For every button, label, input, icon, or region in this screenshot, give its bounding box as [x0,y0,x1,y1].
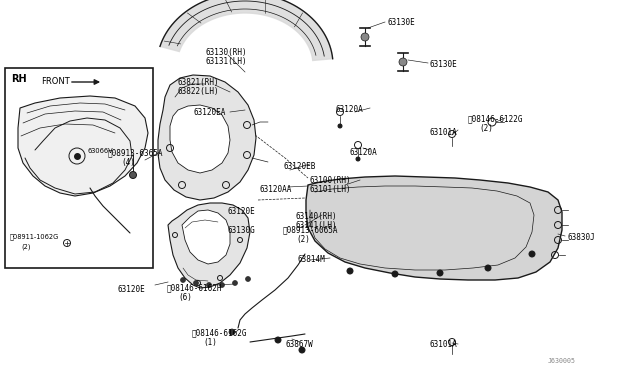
Text: Ⓑ08146-6122G: Ⓑ08146-6122G [468,114,524,123]
Polygon shape [158,75,256,200]
Circle shape [207,282,211,288]
Circle shape [275,337,281,343]
Text: 63141(LH): 63141(LH) [296,221,338,230]
Text: 63130E: 63130E [430,60,458,69]
Text: Ⓑ08146-6162G: Ⓑ08146-6162G [192,328,248,337]
Text: 63130G: 63130G [228,226,256,235]
Text: 63821(RH): 63821(RH) [178,78,220,87]
Circle shape [129,171,136,179]
Circle shape [399,58,407,66]
Polygon shape [306,176,562,280]
Text: (2): (2) [21,243,31,250]
Text: 63140(RH): 63140(RH) [296,212,338,221]
Text: 63120E: 63120E [228,207,256,216]
Polygon shape [170,105,230,173]
Text: 63120A: 63120A [335,105,363,114]
Text: 63830J: 63830J [568,233,596,242]
Text: Ⓑ08146-6162H: Ⓑ08146-6162H [167,283,223,292]
Polygon shape [182,210,230,264]
Text: (2): (2) [296,235,310,244]
Circle shape [338,124,342,128]
Circle shape [299,347,305,353]
FancyBboxPatch shape [5,68,153,268]
Text: 63822(LH): 63822(LH) [178,87,220,96]
Text: (6): (6) [178,293,192,302]
Circle shape [485,265,491,271]
Text: (1): (1) [203,338,217,347]
Text: 63130E: 63130E [388,18,416,27]
Text: ⓝ08913-6365A: ⓝ08913-6365A [108,148,163,157]
Circle shape [356,157,360,161]
Text: (4): (4) [121,158,135,167]
Text: 63867W: 63867W [285,340,313,349]
Polygon shape [18,96,148,196]
Text: 63120A: 63120A [349,148,377,157]
Text: 63101A: 63101A [430,340,458,349]
Polygon shape [160,0,333,61]
Circle shape [246,276,250,282]
Text: 63120AA: 63120AA [260,185,292,194]
Circle shape [392,271,398,277]
Text: 63101(LH): 63101(LH) [310,185,351,194]
Text: ⓝ08913-6065A: ⓝ08913-6065A [283,225,339,234]
Text: 63814M: 63814M [298,255,326,264]
Text: J630005: J630005 [548,358,576,364]
Text: RH: RH [11,74,27,84]
Text: 63130(RH): 63130(RH) [205,48,246,57]
Text: 63101A: 63101A [430,128,458,137]
Text: FRONT: FRONT [41,77,70,86]
Text: 63066V: 63066V [87,148,113,154]
Circle shape [180,278,186,282]
Text: 63120EB: 63120EB [284,162,316,171]
Text: 63120E: 63120E [118,285,146,294]
Text: 63131(LH): 63131(LH) [205,57,246,66]
Circle shape [529,251,535,257]
Text: 63100(RH): 63100(RH) [310,176,351,185]
Circle shape [437,270,443,276]
Circle shape [361,33,369,41]
Text: 63120EA: 63120EA [194,108,227,117]
Circle shape [220,282,225,288]
Circle shape [232,280,237,285]
Circle shape [229,329,235,335]
Text: ⓝ08911-1062G: ⓝ08911-1062G [10,233,60,240]
Circle shape [347,268,353,274]
Text: (2): (2) [479,124,493,133]
Polygon shape [168,203,250,288]
Circle shape [193,280,198,285]
